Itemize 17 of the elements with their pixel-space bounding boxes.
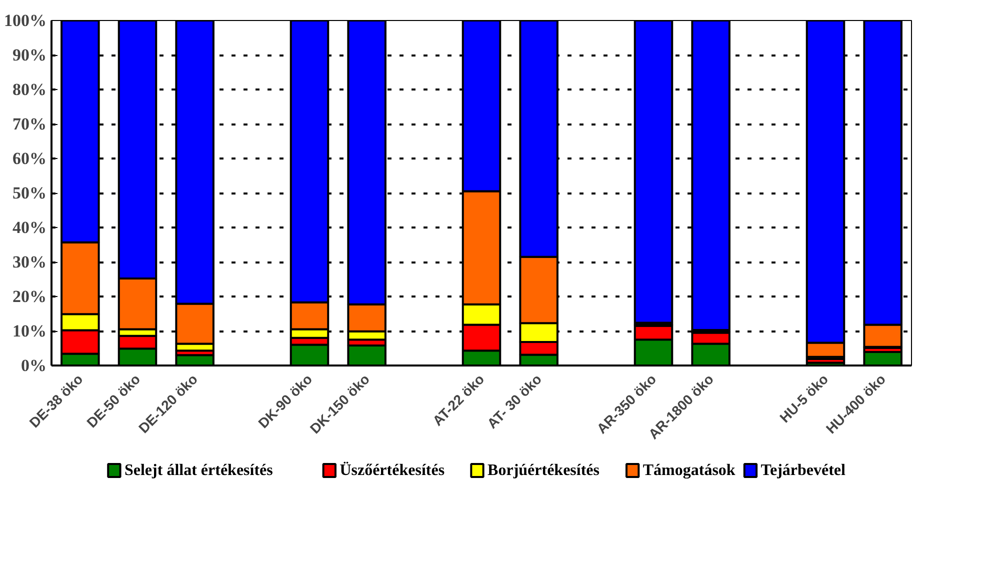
y-tick-label: 60% xyxy=(12,149,46,168)
y-tick-label: 20% xyxy=(12,287,46,306)
legend-label: Borjúértékesítés xyxy=(488,462,600,479)
y-tick-label: 50% xyxy=(12,184,46,202)
y-tick-label: 100% xyxy=(4,11,46,30)
y-tick-label: 10% xyxy=(12,322,46,340)
legend-label: Tejárbevétel xyxy=(760,462,846,479)
y-tick-label: 40% xyxy=(12,218,46,237)
y-tick-label: 70% xyxy=(12,114,46,134)
y-tick-label: 90% xyxy=(12,46,46,64)
legend-label: Selejt állat értékesítés xyxy=(124,462,273,479)
y-tick-label: 80% xyxy=(12,80,46,99)
y-tick-label: 30% xyxy=(12,252,46,272)
legend-label: Üszőértékesítés xyxy=(340,461,445,479)
x-tick-label: AT- 30 öko xyxy=(484,370,544,432)
legend-label: Támogatások xyxy=(642,462,736,479)
y-tick-label: 0% xyxy=(21,356,46,375)
